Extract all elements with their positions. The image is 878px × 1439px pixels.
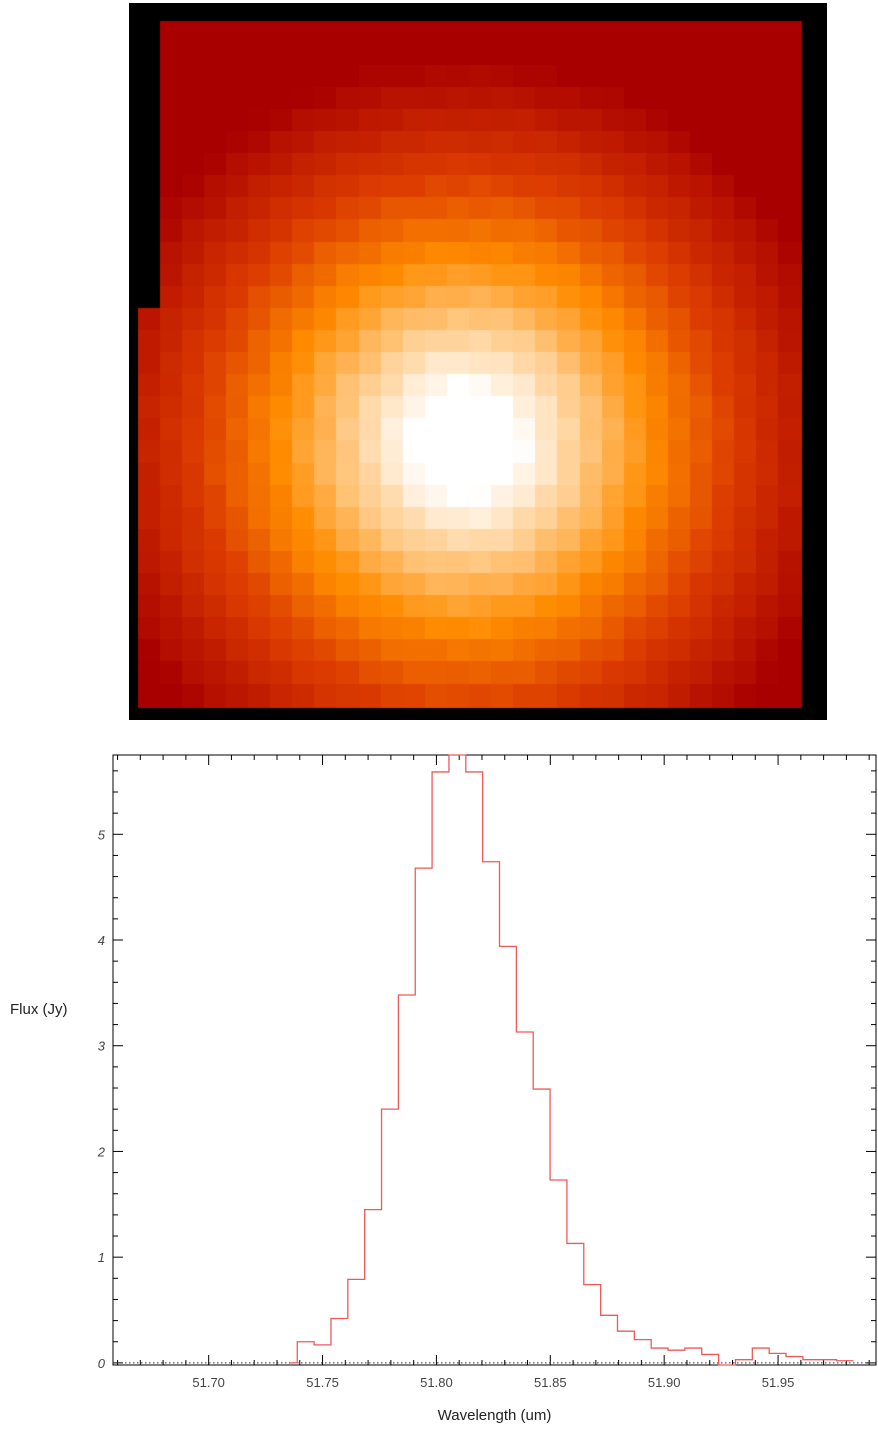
spectrum-step-line bbox=[289, 754, 854, 1366]
y-tick-label: 0 bbox=[98, 1356, 106, 1371]
y-axis-label: Flux (Jy) bbox=[10, 1001, 68, 1018]
x-tick-label: 51.90 bbox=[648, 1375, 681, 1390]
y-tick-label: 1 bbox=[98, 1250, 105, 1265]
y-tick-label: 3 bbox=[98, 1039, 106, 1054]
x-axis-label: Wavelength (um) bbox=[438, 1407, 552, 1424]
y-tick-label: 2 bbox=[97, 1144, 106, 1159]
intensity-map-image bbox=[129, 3, 827, 720]
x-tick-label: 51.75 bbox=[306, 1375, 339, 1390]
y-tick-label: 5 bbox=[98, 827, 106, 842]
x-tick-label: 51.85 bbox=[534, 1375, 567, 1390]
intensity-map bbox=[129, 3, 827, 720]
spectrum-plot: 51.70 51.75 51.80 51.85 51.90 51.95 0 1 2 3 4 5 Wav… bbox=[10, 754, 877, 1424]
x-tick-label: 51.95 bbox=[762, 1375, 795, 1390]
x-tick-label: 51.80 bbox=[420, 1375, 453, 1390]
plot-frame bbox=[112, 754, 877, 1366]
y-tick-label: 4 bbox=[98, 933, 105, 948]
x-tick-label: 51.70 bbox=[192, 1375, 225, 1390]
